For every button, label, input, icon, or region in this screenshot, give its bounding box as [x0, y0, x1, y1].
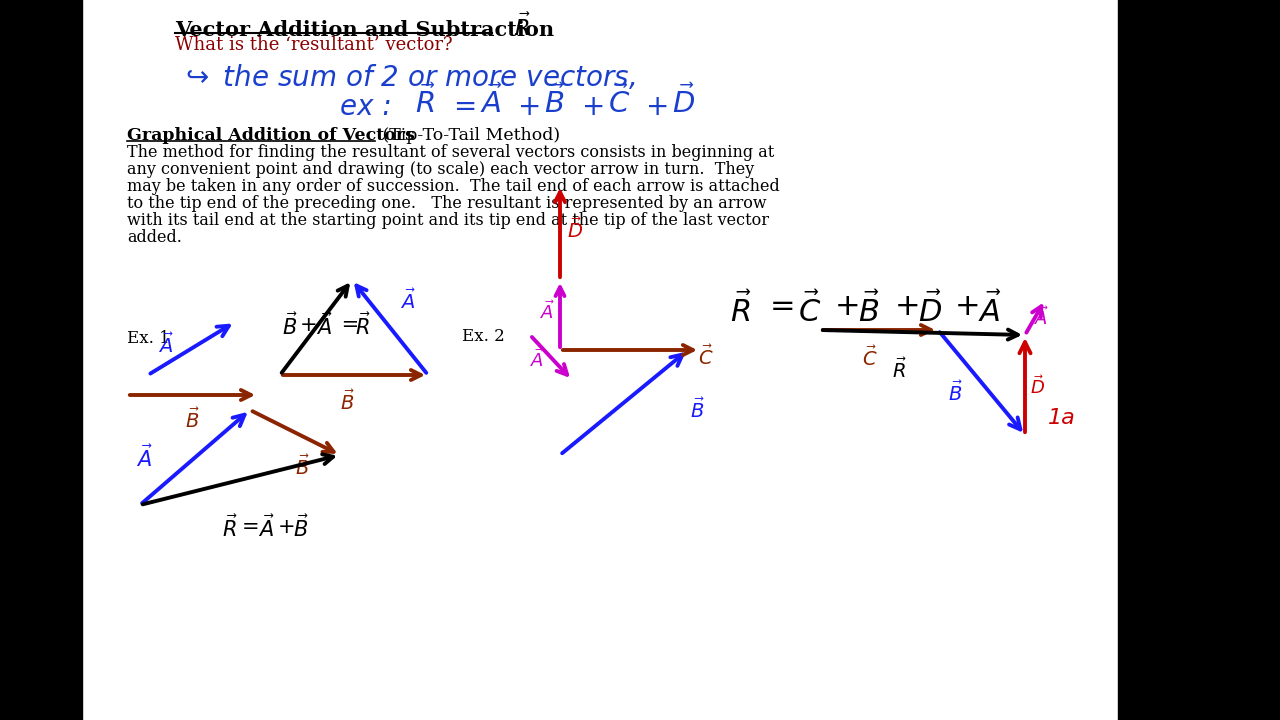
Text: $\hookrightarrow$ the sum of 2 or more vectors,: $\hookrightarrow$ the sum of 2 or more v…: [180, 63, 636, 92]
Text: +: +: [300, 315, 317, 335]
Text: $\vec{B}$: $\vec{B}$: [294, 455, 310, 480]
Text: $\vec{R}$: $\vec{R}$: [415, 85, 436, 120]
Text: $\vec{A}$: $\vec{A}$: [1034, 307, 1050, 330]
Text: $\vec{R}$: $\vec{R}$: [515, 14, 531, 41]
Text: $\vec{B}$: $\vec{B}$: [340, 390, 355, 414]
Text: $\vec{A}$: $\vec{A}$: [480, 85, 503, 120]
Text: added.: added.: [127, 229, 182, 246]
Text: Vector Addition and Subtraction: Vector Addition and Subtraction: [175, 20, 554, 40]
Text: $\vec{A}$: $\vec{A}$: [978, 292, 1001, 328]
Text: $\vec{D}$: $\vec{D}$: [672, 85, 695, 120]
Text: =: =: [453, 93, 476, 121]
Text: $\vec{B}$: $\vec{B}$: [293, 514, 308, 541]
Text: $\vec{B}$: $\vec{B}$: [948, 381, 963, 405]
Text: $\vec{R}$: $\vec{R}$: [892, 358, 908, 382]
Text: +: +: [646, 93, 669, 121]
Text: +: +: [955, 292, 980, 321]
Text: $\vec{A}$: $\vec{A}$: [136, 444, 152, 472]
Text: $\vec{A}$: $\vec{A}$: [530, 348, 545, 372]
Text: $\vec{C}$: $\vec{C}$: [861, 346, 878, 370]
Text: $\vec{B}$: $\vec{B}$: [544, 85, 564, 120]
Text: $\vec{C}$: $\vec{C}$: [797, 292, 822, 328]
Text: may be taken in any order of succession.  The tail end of each arrow is attached: may be taken in any order of succession.…: [127, 178, 780, 195]
Text: $\vec{R}$: $\vec{R}$: [221, 514, 238, 541]
Text: +: +: [582, 93, 605, 121]
Text: 1a: 1a: [1048, 408, 1075, 428]
Text: +: +: [835, 292, 860, 321]
Text: ex :: ex :: [340, 93, 392, 121]
Text: $\vec{D}$: $\vec{D}$: [1030, 376, 1044, 398]
Text: Graphical Addition of Vectors: Graphical Addition of Vectors: [127, 127, 415, 144]
Text: =: =: [771, 292, 795, 321]
Text: $\vec{B}$: $\vec{B}$: [186, 408, 200, 432]
Text: $\vec{A}$: $\vec{A}$: [399, 289, 416, 313]
Text: $\vec{B}$: $\vec{B}$: [690, 397, 705, 422]
Text: $\vec{A}$: $\vec{A}$: [540, 300, 556, 323]
Text: to the tip end of the preceding one.   The resultant is represented by an arrow: to the tip end of the preceding one. The…: [127, 195, 767, 212]
Text: The method for finding the resultant of several vectors consists in beginning at: The method for finding the resultant of …: [127, 144, 774, 161]
Text: any convenient point and drawing (to scale) each vector arrow in turn.  They: any convenient point and drawing (to sca…: [127, 161, 754, 178]
Text: $\vec{R}$: $\vec{R}$: [730, 292, 751, 328]
Text: $\vec{C}$: $\vec{C}$: [698, 345, 713, 369]
Text: $\vec{A}$: $\vec{A}$: [316, 312, 333, 339]
Text: $\vec{B}$: $\vec{B}$: [282, 312, 298, 339]
Text: =: =: [335, 315, 366, 335]
Text: $\vec{C}$: $\vec{C}$: [608, 85, 630, 120]
Text: +: +: [518, 93, 541, 121]
Text: with its tail end at the starting point and its tip end at the tip of the last v: with its tail end at the starting point …: [127, 212, 769, 229]
Text: (Tip-To-Tail Method): (Tip-To-Tail Method): [378, 127, 561, 144]
Text: $\vec{R}$: $\vec{R}$: [355, 312, 371, 339]
Text: Ex. 2: Ex. 2: [462, 328, 504, 345]
Text: =: =: [242, 517, 260, 537]
Text: +: +: [895, 292, 920, 321]
Text: $\vec{A}$: $\vec{A}$: [259, 514, 275, 541]
Text: What is the ‘resultant’ vector?: What is the ‘resultant’ vector?: [175, 36, 453, 54]
Text: Ex. 1: Ex. 1: [127, 330, 170, 347]
Text: $\vec{D}$: $\vec{D}$: [918, 292, 942, 328]
Text: $\vec{B}$: $\vec{B}$: [858, 292, 879, 328]
Text: $\vec{A}$: $\vec{A}$: [157, 333, 174, 357]
Text: +: +: [278, 517, 296, 537]
Text: $\vec{D}$: $\vec{D}$: [567, 218, 584, 242]
